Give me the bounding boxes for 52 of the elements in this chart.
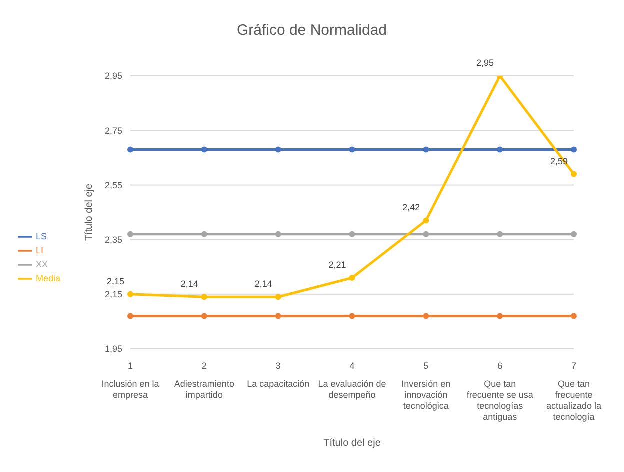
y-tick-label: 2,95 <box>104 71 123 82</box>
point <box>571 171 577 178</box>
x-axis-title: Título del eje <box>324 438 382 449</box>
point <box>201 313 208 320</box>
point <box>571 231 577 238</box>
x-tick-label: 4 La evaluación de desempeño <box>318 361 386 400</box>
point <box>275 313 282 320</box>
point <box>423 218 430 224</box>
point <box>349 313 356 320</box>
point <box>128 146 134 153</box>
y-axis-title: Título del eje <box>84 183 96 242</box>
point <box>128 313 134 320</box>
point <box>497 231 504 238</box>
x-tick-label: 2 Adiestramiento impartido <box>174 361 234 400</box>
y-tick-label: 2,15 <box>104 290 123 300</box>
point <box>275 294 282 300</box>
point <box>349 231 356 238</box>
point <box>571 313 577 320</box>
y-tick-label: 2,75 <box>104 126 123 136</box>
data-label: 2,21 <box>328 260 346 270</box>
point <box>349 146 356 153</box>
x-tick-label: 7 Que tan frecuente actualizado la tecnología <box>546 361 602 422</box>
point <box>349 275 356 282</box>
y-tick-label: 2,35 <box>104 234 123 245</box>
point <box>423 313 430 320</box>
point <box>497 146 504 153</box>
point <box>201 231 208 238</box>
data-label: 2,42 <box>402 202 420 213</box>
point <box>201 146 208 153</box>
data-label: 2,14 <box>180 279 198 290</box>
point <box>201 294 208 300</box>
point <box>497 313 504 320</box>
legend-label: XX <box>36 259 48 270</box>
data-label: 2,95 <box>476 58 494 68</box>
point <box>423 231 430 238</box>
legend-label: LS <box>36 231 48 242</box>
point <box>423 146 430 153</box>
y-tick-label: 1,95 <box>104 344 123 354</box>
point <box>275 231 282 238</box>
point <box>128 231 134 238</box>
legend-label: Media <box>36 273 61 284</box>
chart-title: Gráfico de Normalidad <box>236 21 388 41</box>
point <box>275 146 282 153</box>
x-tick-label: 6 Que tan frecuente se usa tecnologías antiguas <box>466 361 534 422</box>
point <box>571 146 577 153</box>
x-tick-label: 1 Inclusión en la empresa <box>102 361 160 400</box>
y-tick-label: 2,55 <box>104 180 123 190</box>
data-label: 2,14 <box>254 279 272 290</box>
x-tick-label: 5 Inversión en innovación tecnológica <box>402 361 451 411</box>
x-tick-label: 3 La capacitación <box>247 361 310 389</box>
legend-label: LI <box>36 245 44 256</box>
point <box>128 291 134 298</box>
